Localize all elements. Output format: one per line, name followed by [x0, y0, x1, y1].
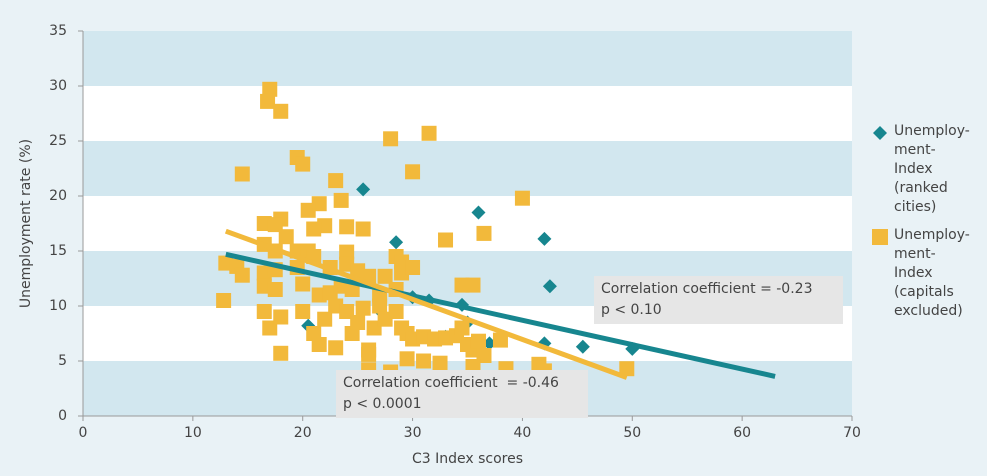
annotation-line: p < 0.0001: [343, 396, 422, 412]
annotation-line: p < 0.10: [601, 302, 662, 318]
y-tick-label: 5: [58, 353, 67, 369]
x-tick-label: 70: [843, 425, 861, 441]
y-tick-label: 25: [49, 133, 67, 149]
point: [575, 339, 590, 354]
point: [416, 353, 432, 369]
point: [339, 219, 355, 235]
legend-item: Unemploy-ment-Index (ranked cities): [872, 122, 970, 217]
point: [267, 217, 283, 233]
point: [361, 346, 377, 362]
point: [333, 192, 349, 208]
point: [388, 304, 404, 319]
band: [83, 141, 852, 196]
point: [273, 309, 289, 325]
point: [514, 190, 530, 206]
point: [454, 320, 470, 336]
legend-label: Unemploy-ment-Index (capitals excluded): [894, 227, 970, 319]
point: [476, 225, 492, 241]
y-tick-label: 35: [49, 23, 67, 39]
point: [537, 231, 552, 246]
point: [372, 298, 388, 314]
band: [83, 31, 852, 86]
x-tick-label: 20: [294, 425, 312, 441]
point: [306, 221, 322, 237]
legend-marker: [872, 229, 888, 245]
point: [317, 311, 333, 327]
point: [311, 337, 327, 352]
y-tick-label: 20: [49, 188, 67, 204]
y-tick-label: 10: [49, 298, 67, 314]
x-tick-label: 30: [404, 425, 422, 441]
point: [260, 93, 276, 109]
point: [356, 182, 371, 197]
point: [465, 277, 481, 293]
point: [492, 332, 508, 348]
point: [273, 345, 289, 361]
point: [295, 156, 311, 172]
point: [339, 244, 355, 260]
point: [328, 340, 344, 356]
band: [83, 196, 852, 251]
annotation-line: Correlation coefficient = -0.46: [343, 375, 559, 391]
trend-line: [225, 251, 776, 379]
x-axis-label: C3 Index scores: [412, 451, 523, 467]
point: [438, 232, 454, 248]
point: [295, 276, 311, 292]
annotation-line: Correlation coefficient = -0.23: [601, 281, 813, 297]
annotation: Correlation coefficient = -0.46 p < 0.000…: [336, 370, 588, 418]
legend-symbol: [872, 229, 888, 245]
point: [383, 131, 399, 147]
y-tick-label: 0: [58, 408, 67, 424]
point: [350, 315, 366, 330]
x-tick-label: 10: [184, 425, 202, 441]
point: [262, 81, 278, 97]
point: [234, 267, 250, 283]
point: [300, 202, 316, 218]
point: [355, 221, 371, 237]
x-tick-label: 0: [79, 425, 88, 441]
point: [278, 229, 294, 245]
point: [355, 300, 371, 316]
point: [470, 333, 486, 349]
point: [389, 235, 404, 250]
point: [216, 293, 232, 308]
point: [267, 282, 283, 297]
point: [619, 361, 635, 377]
point: [542, 279, 557, 294]
point: [399, 351, 415, 367]
band: [83, 86, 852, 141]
point: [295, 304, 311, 319]
y-tick-label: 15: [49, 243, 67, 259]
legend-label: Unemploy-ment-Index (ranked cities): [894, 123, 970, 215]
point: [234, 166, 250, 182]
y-axis-label: Unemployment rate (%): [18, 139, 34, 308]
point: [328, 173, 344, 189]
legend-symbol: [873, 126, 887, 140]
point: [432, 355, 448, 371]
point: [405, 260, 421, 275]
point: [273, 103, 289, 119]
point: [256, 304, 272, 319]
legend-marker: [873, 126, 887, 140]
legend-item: Unemploy-ment-Index (capitals excluded): [872, 226, 970, 321]
point: [471, 205, 486, 220]
x-tick-label: 50: [623, 425, 641, 441]
x-tick-label: 40: [514, 425, 532, 441]
point: [377, 268, 393, 284]
y-tick-label: 30: [49, 78, 67, 94]
annotation: Correlation coefficient = -0.23 p < 0.10: [594, 276, 843, 324]
x-tick-label: 60: [733, 425, 751, 441]
point: [405, 164, 421, 180]
point: [421, 125, 437, 141]
trend-line: [224, 228, 628, 380]
